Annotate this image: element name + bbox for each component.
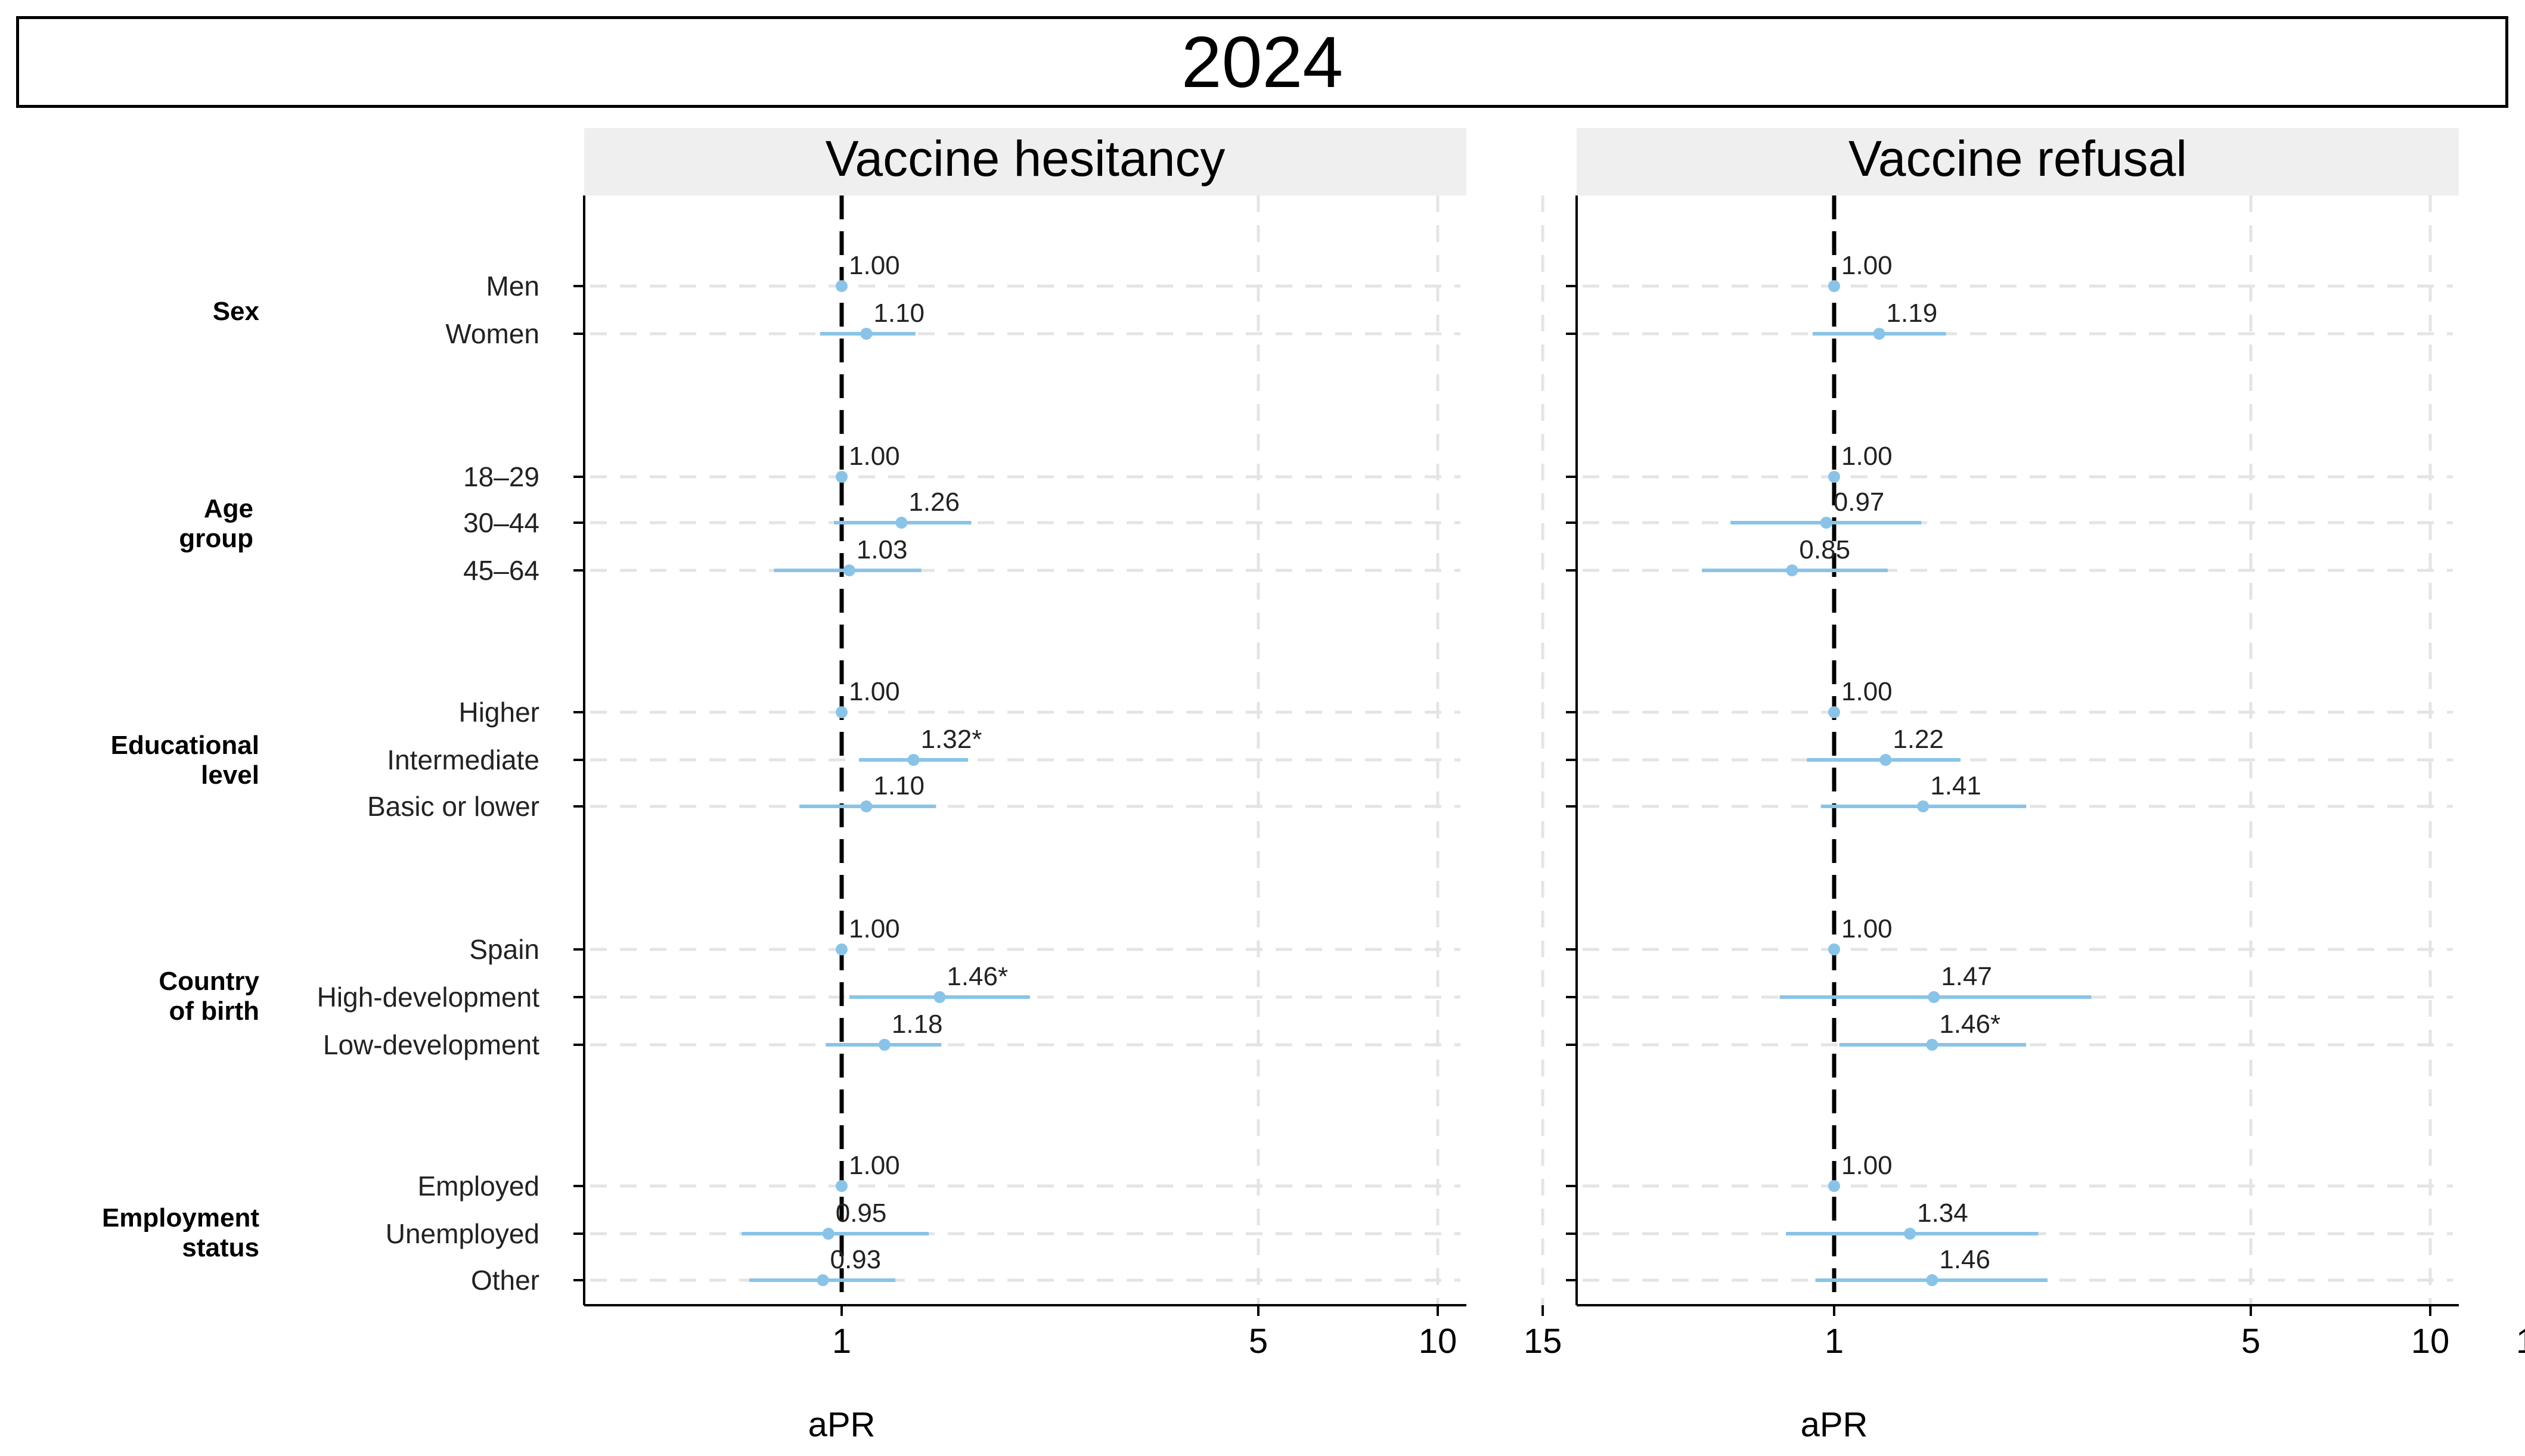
estimate-label: 0.85 — [1799, 535, 1850, 564]
category-label: Basic or lower — [367, 791, 539, 822]
point-estimate — [836, 943, 848, 955]
estimate-label: 1.18 — [892, 1010, 943, 1039]
category-label: 30–44 — [463, 507, 539, 538]
point-estimate — [1828, 471, 1840, 483]
point-estimate — [1879, 754, 1892, 766]
point-estimate — [836, 1180, 848, 1192]
estimate-label: 0.97 — [1834, 488, 1885, 517]
estimate-label: 1.00 — [1841, 1151, 1893, 1180]
estimate-label: 1.10 — [873, 771, 925, 800]
category-label: Men — [486, 271, 539, 302]
x-tick-label: 10 — [2411, 1322, 2450, 1361]
estimate-label: 1.00 — [849, 914, 900, 943]
x-axis-label: aPR — [1801, 1405, 1868, 1444]
group-label: group — [179, 524, 253, 553]
estimate-label: 1.34 — [1917, 1199, 1968, 1228]
x-tick-label: 5 — [2241, 1322, 2260, 1361]
group-label: Employment — [102, 1203, 259, 1233]
estimate-label: 1.03 — [857, 535, 908, 564]
category-label: Unemployed — [386, 1218, 539, 1249]
panel-title: Vaccine refusal — [1848, 131, 2187, 187]
point-estimate — [933, 991, 946, 1003]
point-estimate — [817, 1274, 829, 1286]
panel-title: Vaccine hesitancy — [826, 131, 1226, 187]
point-estimate — [1926, 1039, 1938, 1051]
point-estimate — [1828, 706, 1840, 718]
point-estimate — [836, 471, 848, 483]
category-label: Other — [471, 1265, 539, 1296]
estimate-label: 1.32* — [921, 725, 982, 754]
estimate-label: 1.46* — [1939, 1010, 2000, 1039]
x-tick-label: 10 — [1419, 1322, 1457, 1361]
x-tick-label: 5 — [1249, 1322, 1268, 1361]
point-estimate — [907, 754, 920, 766]
estimate-label: 1.46 — [1939, 1245, 1990, 1274]
estimate-label: 1.00 — [1841, 442, 1893, 471]
estimate-label: 0.95 — [836, 1199, 887, 1228]
group-label: Sex — [213, 297, 260, 326]
panel-header — [584, 128, 1466, 195]
point-estimate — [1786, 564, 1798, 576]
estimate-label: 1.22 — [1893, 725, 1944, 754]
point-estimate — [1820, 517, 1832, 529]
point-estimate — [878, 1039, 891, 1051]
category-label: Higher — [458, 697, 539, 728]
group-label: of birth — [169, 996, 259, 1026]
estimate-label: 1.00 — [849, 251, 900, 280]
x-tick-label: 15 — [2516, 1322, 2525, 1361]
estimate-label: 1.00 — [1841, 251, 1893, 280]
estimate-label: 1.00 — [1841, 677, 1893, 706]
category-label: 18–29 — [463, 461, 539, 492]
point-estimate — [1873, 328, 1885, 340]
point-estimate — [860, 800, 873, 812]
x-axis-label: aPR — [808, 1405, 876, 1444]
point-estimate — [1828, 1180, 1840, 1192]
estimate-label: 1.19 — [1887, 299, 1938, 328]
point-estimate — [1828, 943, 1840, 955]
estimate-label: 1.10 — [873, 299, 925, 328]
estimate-label: 1.00 — [849, 1151, 900, 1180]
x-tick-label: 1 — [832, 1322, 851, 1361]
point-estimate — [1928, 991, 1940, 1003]
category-label: Spain — [469, 934, 539, 965]
point-estimate — [843, 564, 855, 576]
point-estimate — [860, 328, 873, 340]
point-estimate — [1917, 800, 1930, 812]
estimate-label: 1.46* — [947, 962, 1008, 991]
category-label: 45–64 — [463, 555, 539, 586]
point-estimate — [1926, 1274, 1938, 1286]
group-label: Country — [159, 967, 259, 996]
estimate-label: 1.41 — [1930, 771, 1981, 800]
category-label: Women — [445, 318, 539, 349]
x-tick-label: 1 — [1825, 1322, 1844, 1361]
estimate-label: 1.47 — [1941, 962, 1992, 991]
point-estimate — [1904, 1228, 1916, 1240]
group-label: Educational — [111, 731, 259, 760]
estimate-label: 0.93 — [830, 1245, 881, 1274]
group-label: level — [201, 760, 259, 790]
point-estimate — [1828, 280, 1840, 292]
main-title: 2024 — [16, 16, 2508, 108]
group-label: Age — [204, 494, 253, 523]
point-estimate — [836, 280, 848, 292]
point-estimate — [836, 706, 848, 718]
category-label: High-development — [317, 982, 540, 1013]
point-estimate — [822, 1228, 835, 1240]
estimate-label: 1.00 — [849, 677, 900, 706]
category-label: Intermediate — [387, 744, 539, 775]
group-label: status — [182, 1233, 259, 1262]
panel-header — [1577, 128, 2459, 195]
category-label: Employed — [417, 1171, 539, 1202]
estimate-label: 1.00 — [1841, 914, 1893, 943]
estimate-label: 1.26 — [908, 488, 960, 517]
x-tick-label: 15 — [1524, 1322, 1562, 1361]
estimate-label: 1.00 — [849, 442, 900, 471]
point-estimate — [895, 517, 908, 529]
category-label: Low-development — [323, 1029, 539, 1060]
